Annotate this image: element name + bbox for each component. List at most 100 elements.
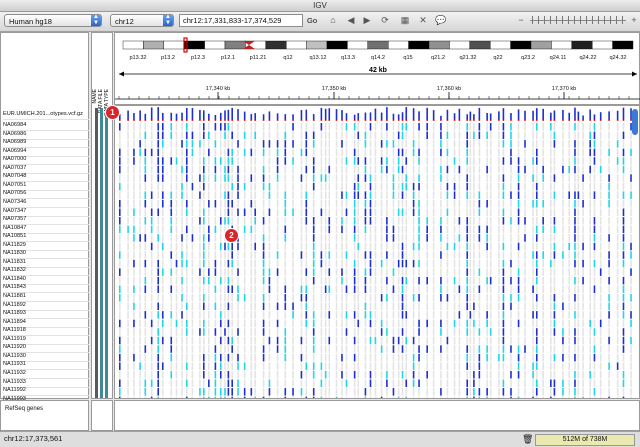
genotype-hom-ref[interactable] [550,199,552,208]
genotype-hom-ref[interactable] [262,225,265,234]
genotype-hom-ref[interactable] [524,157,526,165]
genotype-hom-ref[interactable] [224,353,226,362]
genotype-het[interactable] [453,276,456,285]
genotype-hom-ref[interactable] [418,140,420,148]
genotype-het[interactable] [532,157,534,165]
genotype-hom-var[interactable] [517,182,520,191]
genotype-hom-ref[interactable] [582,182,584,191]
genotype-hom-ref[interactable] [498,379,500,388]
genotype-hom-ref[interactable] [392,157,395,165]
genotype-hom-var[interactable] [386,225,388,234]
genotype-het[interactable] [353,259,356,268]
genotype-hom-ref[interactable] [224,199,226,208]
genotype-het[interactable] [486,234,488,242]
genotype-het[interactable] [231,336,233,345]
genotype-hom-ref[interactable] [489,294,492,302]
zoom-tick[interactable] [586,16,587,24]
genotype-hom-var[interactable] [535,336,538,345]
genotype-hom-ref[interactable] [553,148,556,157]
go-button[interactable]: Go [306,16,317,25]
genotype-hom-ref[interactable] [542,234,544,242]
genotype-hom-ref[interactable] [127,285,129,293]
genotype-hom-ref[interactable] [254,182,257,191]
genotype-hom-ref[interactable] [380,234,383,242]
genotype-hom-var[interactable] [312,131,315,140]
genotype-hom-ref[interactable] [616,199,619,208]
genotype-het[interactable] [312,268,315,276]
genotype-hom-ref[interactable] [119,328,121,336]
genotype-hom-ref[interactable] [616,353,619,362]
genotype-hom-ref[interactable] [175,234,178,242]
genotype-hom-ref[interactable] [599,225,602,234]
genotype-hom-ref[interactable] [374,174,377,182]
genotype-hom-var[interactable] [582,276,584,285]
genotype-hom-ref[interactable] [489,302,492,311]
genotype-het[interactable] [542,251,544,259]
genotype-hom-ref[interactable] [374,268,377,276]
genotype-het[interactable] [405,174,408,182]
genotype-hom-var[interactable] [219,336,222,345]
genotype-hom-ref[interactable] [412,165,415,174]
genotype-het[interactable] [553,242,556,251]
genotype-hom-ref[interactable] [300,302,303,311]
genotype-hom-ref[interactable] [324,157,327,165]
genotype-hom-ref[interactable] [486,328,488,336]
genotype-hom-ref[interactable] [432,217,435,225]
genotype-hom-ref[interactable] [412,131,415,140]
genotype-hom-ref[interactable] [199,370,201,379]
genotype-het[interactable] [144,131,147,140]
genotype-hom-ref[interactable] [175,123,178,131]
genotype-hom-var[interactable] [599,319,602,328]
genotype-hom-ref[interactable] [268,242,271,251]
genotype-hom-ref[interactable] [405,148,408,157]
allele-frequency-bar[interactable] [276,113,279,120]
genotype-hom-ref[interactable] [568,199,571,208]
genotype-hom-ref[interactable] [486,157,488,165]
genotype-hom-ref[interactable] [133,268,135,276]
genotype-hom-var[interactable] [157,148,160,157]
genotype-het[interactable] [161,319,164,328]
genotype-het[interactable] [345,191,348,199]
genotype-hom-ref[interactable] [401,388,404,396]
sample-name[interactable]: NA06986 [3,130,89,140]
genotype-hom-ref[interactable] [432,336,435,345]
genotype-hom-ref[interactable] [199,165,201,174]
genotype-het[interactable] [181,182,183,191]
genotype-hom-var[interactable] [418,353,420,362]
genotype-hom-ref[interactable] [268,234,271,242]
genotype-hom-ref[interactable] [577,336,580,345]
genotype-hom-ref[interactable] [542,328,544,336]
genotype-hom-var[interactable] [150,396,153,405]
genotype-hom-ref[interactable] [550,225,552,234]
genotype-hom-ref[interactable] [550,285,552,293]
genotype-hom-ref[interactable] [498,336,500,345]
genotype-hom-ref[interactable] [589,208,591,217]
genotype-hom-ref[interactable] [208,285,210,293]
genotype-hom-ref[interactable] [214,182,217,191]
genotype-hom-ref[interactable] [191,388,194,396]
genotype-het[interactable] [312,174,315,182]
genotype-hom-ref[interactable] [622,362,625,370]
genotype-hom-ref[interactable] [574,182,576,191]
genotype-hom-ref[interactable] [357,379,360,388]
genotype-hom-var[interactable] [453,182,456,191]
genotype-hom-var[interactable] [593,157,596,165]
genotype-hom-ref[interactable] [616,234,619,242]
genotype-hom-var[interactable] [224,242,226,251]
genotype-hom-ref[interactable] [550,353,552,362]
genotype-het[interactable] [268,268,271,276]
genotype-hom-ref[interactable] [577,268,580,276]
genotype-hom-ref[interactable] [608,157,610,165]
genotype-hom-ref[interactable] [374,328,377,336]
genotype-hom-ref[interactable] [341,208,343,217]
genotype-hom-ref[interactable] [593,174,596,182]
genotype-hom-ref[interactable] [568,362,571,370]
genotype-hom-ref[interactable] [524,362,526,370]
genotype-hom-ref[interactable] [589,182,591,191]
genotype-het[interactable] [328,285,331,293]
genotype-het[interactable] [608,362,610,370]
genotype-hom-var[interactable] [589,148,591,157]
genotype-hom-ref[interactable] [181,353,183,362]
genotype-hom-ref[interactable] [157,225,160,234]
genotype-hom-ref[interactable] [446,217,449,225]
